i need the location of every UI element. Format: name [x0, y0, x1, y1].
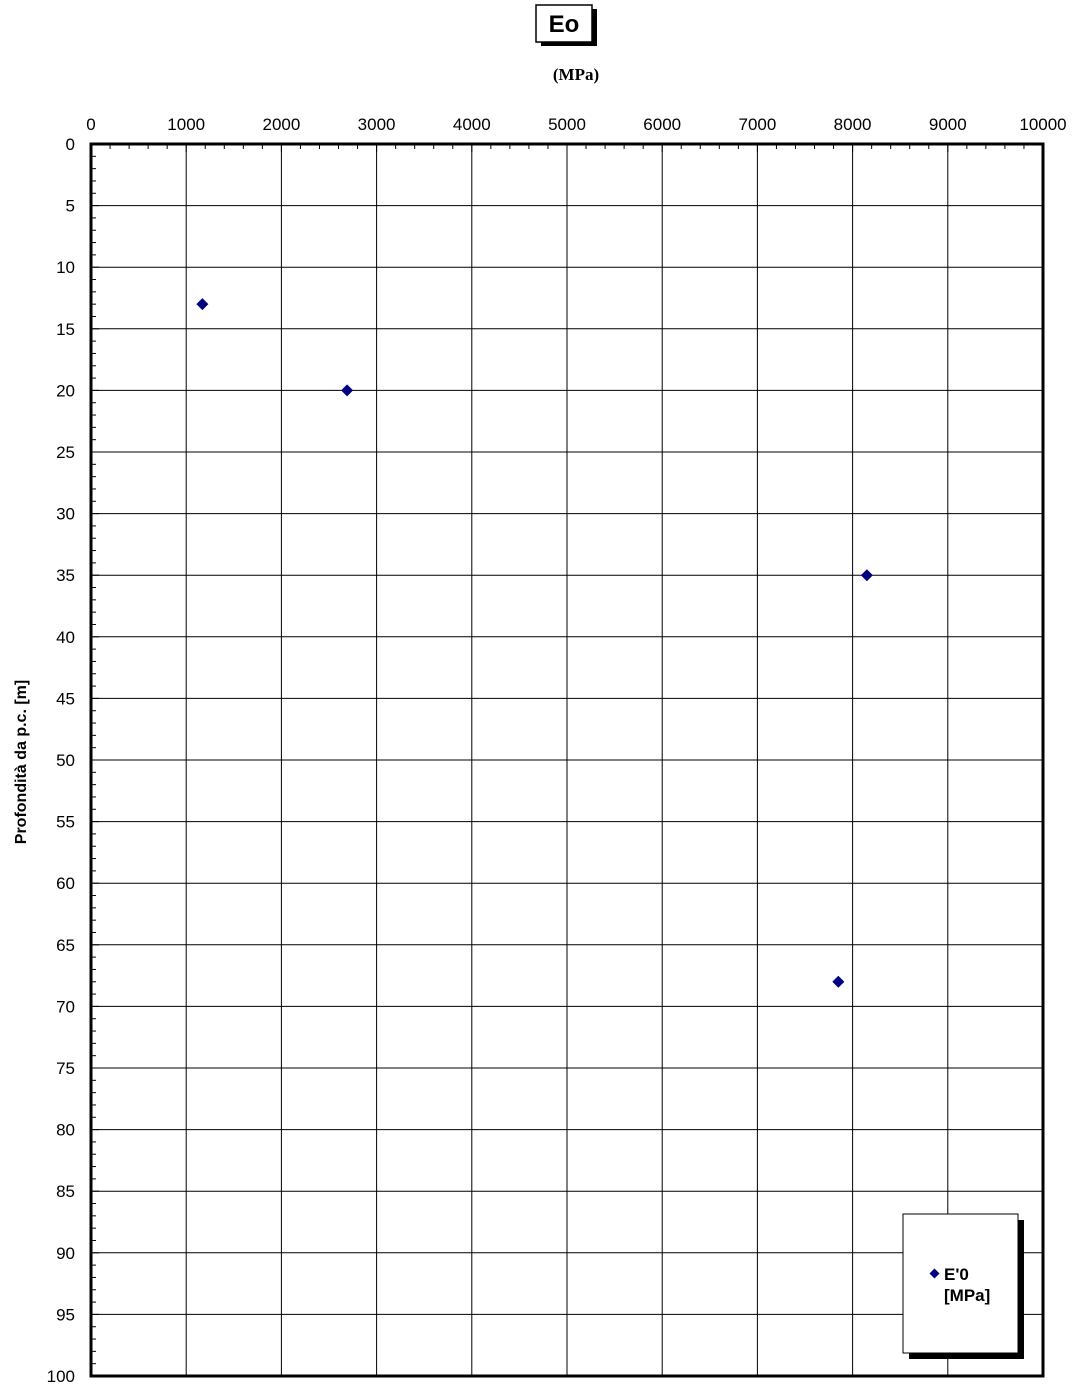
y-tick-label: 40: [56, 628, 75, 647]
x-tick-label: 9000: [929, 115, 967, 134]
y-tick-label: 70: [56, 997, 75, 1016]
x-tick-label: 6000: [643, 115, 681, 134]
data-point-0-0: [196, 298, 209, 311]
legend: E'0 [MPa]: [902, 1213, 1024, 1359]
legend-marker-diamond-icon: [929, 1268, 940, 1279]
y-tick-label: 85: [56, 1182, 75, 1201]
data-point-0-1: [341, 384, 354, 397]
legend-label-line2: [MPa]: [944, 1286, 990, 1305]
x-tick-label: 2000: [262, 115, 300, 134]
y-tick-label: 65: [56, 936, 75, 955]
y-tick-label: 10: [56, 258, 75, 277]
y-tick-label: 100: [47, 1367, 75, 1385]
y-tick-label: 5: [66, 197, 75, 216]
x-tick-label: 0: [86, 115, 95, 134]
y-tick-label: 55: [56, 813, 75, 832]
x-tick-label: 7000: [738, 115, 776, 134]
y-tick-label: 60: [56, 874, 75, 893]
x-tick-label: 8000: [834, 115, 872, 134]
y-tick-label: 50: [56, 751, 75, 770]
y-tick-label: 0: [66, 135, 75, 154]
x-tick-label: 4000: [453, 115, 491, 134]
y-tick-label: 80: [56, 1121, 75, 1140]
data-point-0-2: [860, 569, 873, 582]
y-tick-label: 35: [56, 566, 75, 585]
x-tick-label: 3000: [358, 115, 396, 134]
y-tick-label: 30: [56, 505, 75, 524]
y-axis-label: Profondità da p.c. [m]: [13, 680, 30, 844]
chart-title: Eo: [549, 11, 580, 38]
y-tick-label: 45: [56, 689, 75, 708]
grid: [90, 143, 1044, 1377]
chart-subtitle: (MPa): [553, 65, 599, 84]
data-points: [196, 298, 873, 988]
y-tick-label: 95: [56, 1305, 75, 1324]
x-tick-label: 10000: [1019, 115, 1066, 134]
chart-title-box: Eo: [535, 4, 597, 46]
y-tick-label: 75: [56, 1059, 75, 1078]
plot-frame: [89, 142, 1045, 1378]
y-tick-label: 20: [56, 381, 75, 400]
legend-label-line1: E'0: [944, 1265, 969, 1284]
y-tick-label: 90: [56, 1244, 75, 1263]
x-tick-label: 1000: [167, 115, 205, 134]
y-tick-label: 15: [56, 320, 75, 339]
y-tick-labels: 0 5 10 15 20 25 30 35 40 45 50 55 60 65 70 75 80 85 90 95 10…: [47, 135, 75, 1385]
y-tick-label: 25: [56, 443, 75, 462]
x-tick-label: 5000: [548, 115, 586, 134]
x-tick-labels: 0 1000 2000 3000 4000 5000 6000 7000 8000 9000 100…: [86, 115, 1066, 134]
data-point-0-3: [832, 975, 845, 988]
